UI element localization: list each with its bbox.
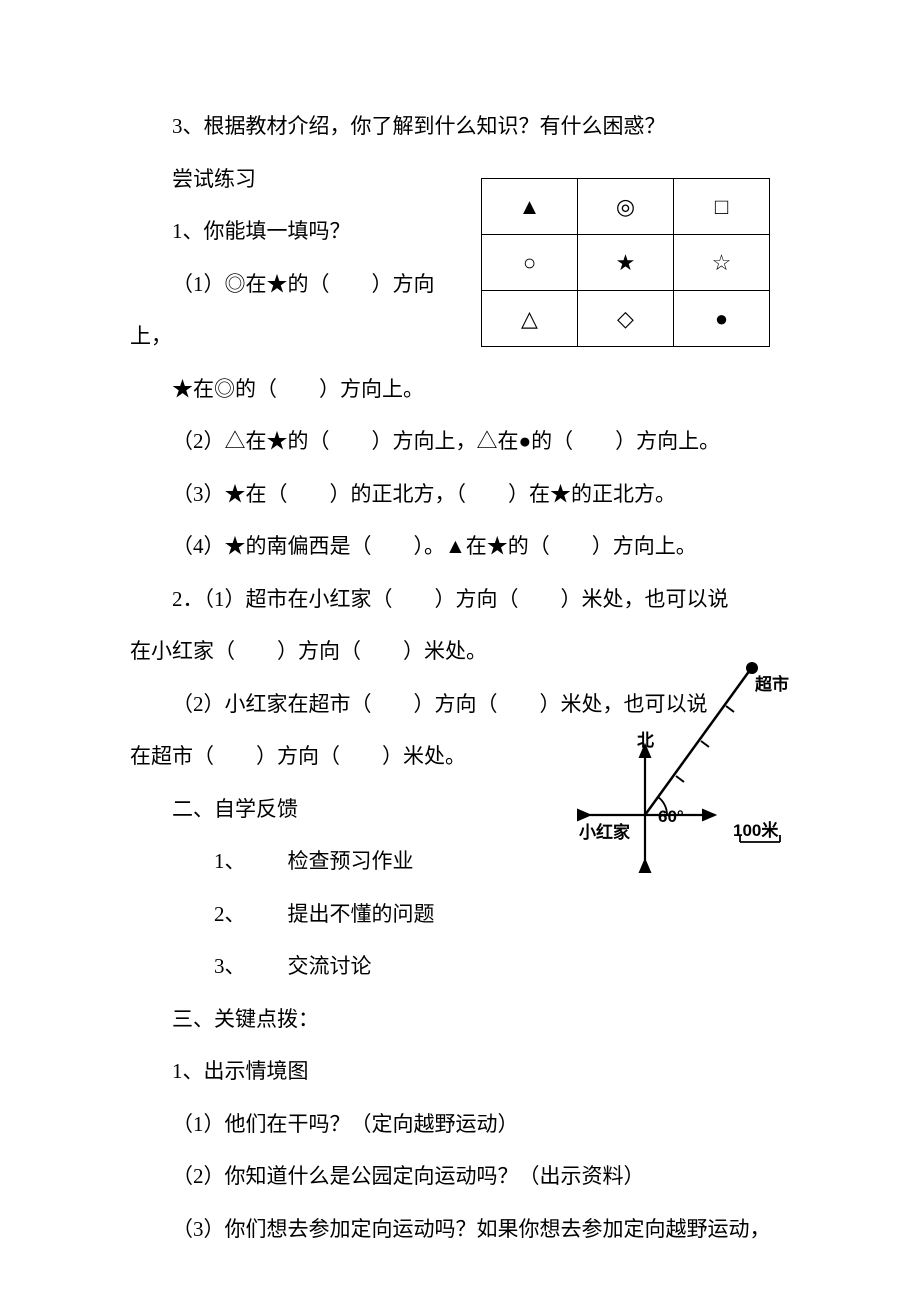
symbol-grid: ▲ ◎ □ ○ ★ ☆ △ ◇ ● <box>481 178 770 347</box>
list-num: 1、 <box>130 835 288 888</box>
list-text: 交流讨论 <box>288 940 372 993</box>
section-3: 三、关键点拨： <box>130 993 790 1046</box>
question-3: 3、根据教材介绍，你了解到什么知识？有什么困惑？ <box>130 100 790 153</box>
market-label: 超市 <box>755 664 789 707</box>
grid-cell: ○ <box>482 235 578 291</box>
page: ▲ ◎ □ ○ ★ ☆ △ ◇ ● 3、根据教材介绍，你了解到什么知识？有什么困… <box>0 0 920 1302</box>
q1-4: （4）★的南偏西是（ ）。▲在★的（ ）方向上。 <box>130 520 790 573</box>
q1-2: （2）△在★的（ ）方向上，△在●的（ ）方向上。 <box>130 415 790 468</box>
home-label: 小红家 <box>579 812 630 855</box>
s3-1-1: （1）他们在干吗？（定向越野运动） <box>130 1098 790 1151</box>
list-num: 3、 <box>130 940 288 993</box>
q2-1a: 2．（1）超市在小红家（ ）方向（ ）米处，也可以说 <box>130 573 790 626</box>
grid-cell: ★ <box>578 235 674 291</box>
grid-cell: □ <box>674 179 770 235</box>
grid-cell: △ <box>482 291 578 347</box>
s3-1: 1、出示情境图 <box>130 1045 790 1098</box>
q1-3: （3）★在（ ）的正北方，（ ）在★的正北方。 <box>130 468 790 521</box>
direction-diagram: 北 60° 小红家 超市 100米 <box>555 650 795 890</box>
grid-cell: ☆ <box>674 235 770 291</box>
grid-cell: ◎ <box>578 179 674 235</box>
s2-item-2: 2、 提出不懂的问题 <box>130 888 790 941</box>
scale-label: 100米 <box>733 810 778 853</box>
grid-cell: ● <box>674 291 770 347</box>
s3-1-3: （3）你们想去参加定向运动吗？如果你想去参加定向越野运动， <box>130 1203 790 1256</box>
s2-item-3: 3、 交流讨论 <box>130 940 790 993</box>
q1-1b: ★在◎的（ ）方向上。 <box>130 363 790 416</box>
list-text: 检查预习作业 <box>288 835 414 888</box>
angle-label: 60° <box>658 796 684 839</box>
list-num: 2、 <box>130 888 288 941</box>
grid-cell: ▲ <box>482 179 578 235</box>
s3-1-2: （2）你知道什么是公园定向运动吗？（出示资料） <box>130 1150 790 1203</box>
north-label: 北 <box>637 720 654 763</box>
list-text: 提出不懂的问题 <box>288 888 435 941</box>
grid-cell: ◇ <box>578 291 674 347</box>
